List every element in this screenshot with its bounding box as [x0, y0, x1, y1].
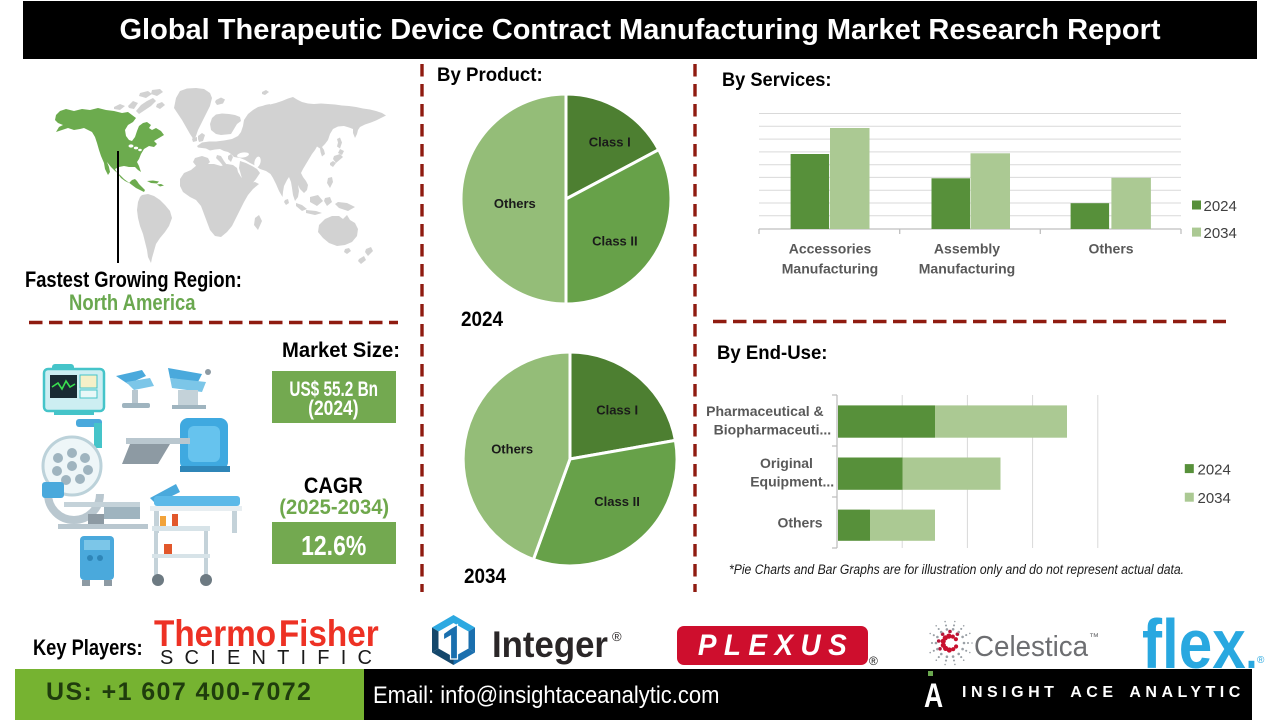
svg-text:Others: Others	[1088, 241, 1133, 257]
svg-text:Others: Others	[777, 514, 822, 530]
svg-text:2034: 2034	[1198, 490, 1231, 507]
svg-text:Class II: Class II	[594, 494, 640, 509]
svg-text:Original: Original	[760, 455, 813, 471]
svg-text:2024: 2024	[1198, 462, 1231, 479]
svg-text:2034: 2034	[1204, 225, 1237, 242]
svg-text:Assembly: Assembly	[934, 241, 1000, 257]
svg-text:Manufacturing: Manufacturing	[919, 261, 1015, 277]
svg-text:Class II: Class II	[592, 233, 638, 248]
svg-text:Biopharmaceuti...: Biopharmaceuti...	[714, 422, 831, 438]
svg-text:Others: Others	[494, 196, 536, 211]
svg-text:Class I: Class I	[589, 134, 631, 149]
svg-text:Pharmaceutical &: Pharmaceutical &	[706, 403, 824, 419]
svg-text:Manufacturing: Manufacturing	[782, 261, 878, 277]
svg-text:Accessories: Accessories	[789, 241, 872, 257]
svg-text:2024: 2024	[1204, 198, 1237, 215]
svg-text:Class I: Class I	[596, 402, 638, 417]
svg-text:Others: Others	[491, 442, 533, 457]
svg-text:Equipment...: Equipment...	[750, 474, 834, 490]
